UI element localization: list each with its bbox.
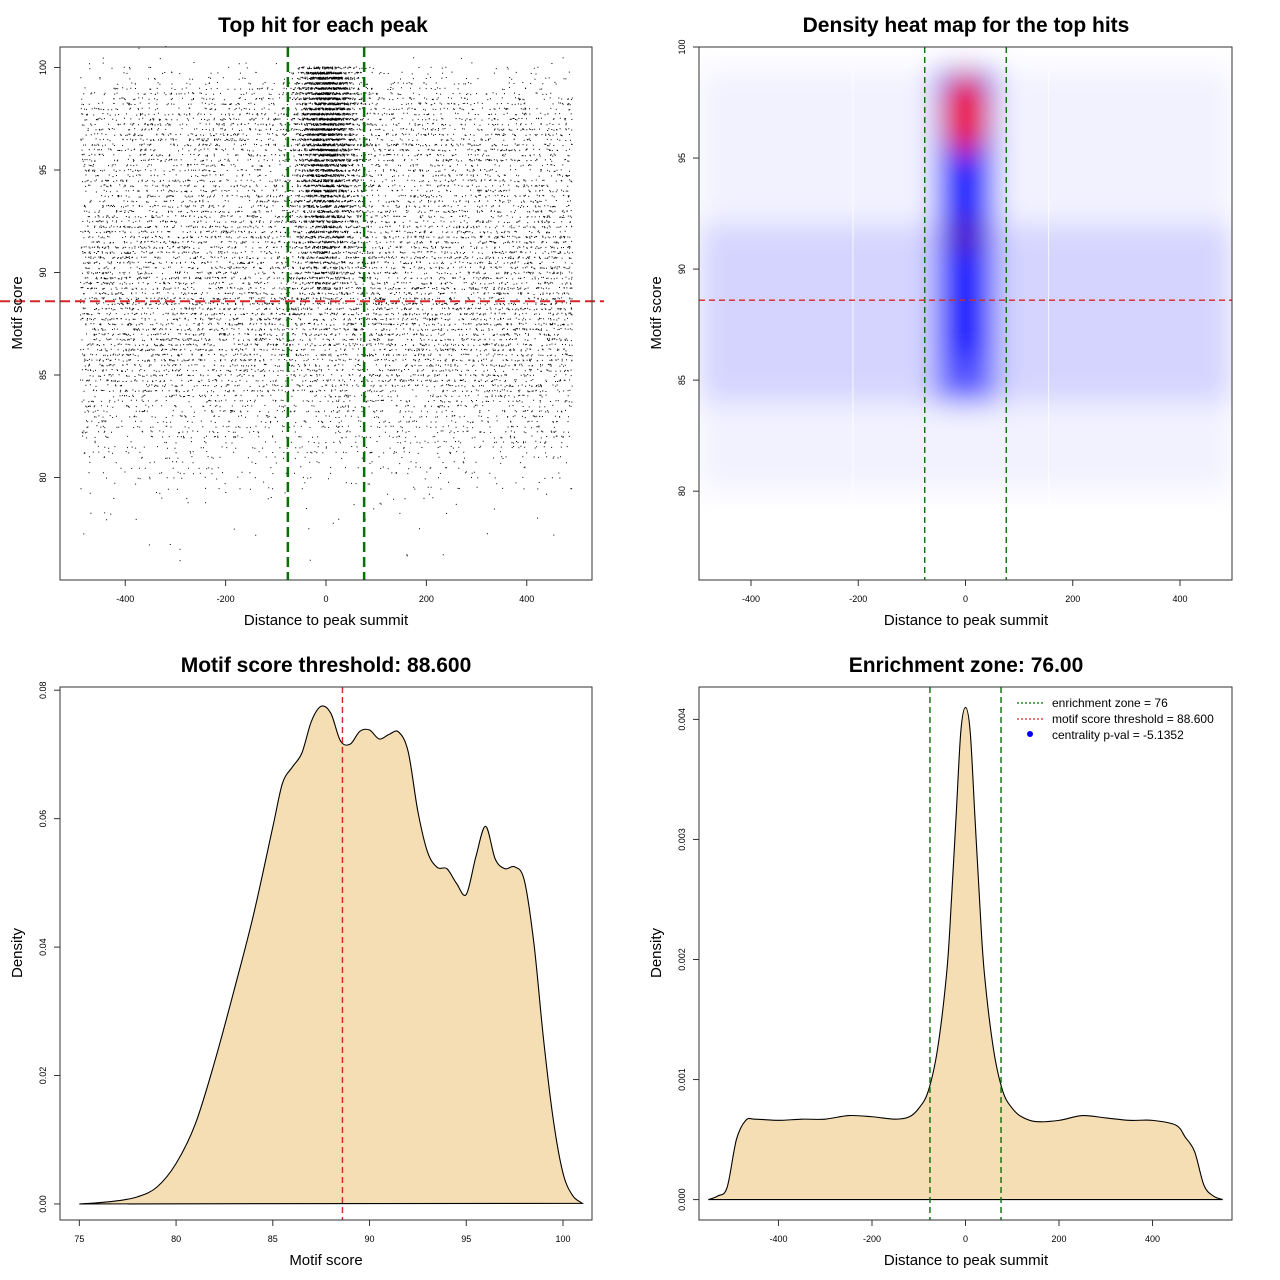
enrichment-xlabel: Distance to peak summit [884,1252,1049,1269]
y-tick-label: 100 [677,39,687,54]
y-tick-label: 0.000 [677,1188,687,1211]
x-tick-label: 100 [555,1234,570,1244]
y-tick-label: 95 [38,165,48,175]
heatmap-xlabel: Distance to peak summit [884,612,1049,629]
enrichment-y-axis: 0.000 0.001 0.002 0.003 0.004 [677,708,699,1211]
x-tick-label: -200 [217,594,235,604]
y-tick-label: 80 [38,472,48,482]
x-tick-label: -200 [863,1234,881,1244]
score-density-y-axis: 0.00 0.02 0.04 0.06 0.08 [38,681,60,1213]
enrichment-ylabel: Density [648,927,665,978]
heatmap-y-axis: 80 85 90 95 100 [677,39,699,496]
x-tick-label: 0 [323,594,328,604]
scatter-ylabel: Motif score [9,276,26,349]
x-tick-label: 200 [1051,1234,1066,1244]
y-tick-label: 85 [677,375,687,385]
y-tick-label: 90 [677,264,687,274]
enrichment-density-area [708,706,1223,1201]
x-tick-label: 0 [963,594,968,604]
score-density-title: Motif score threshold: 88.600 [181,654,472,677]
scatter-point-cloud [80,46,573,562]
x-tick-label: -400 [116,594,134,604]
scatter-x-axis: -400 -200 0 200 400 [116,580,534,604]
heatmap-title: Density heat map for the top hits [803,14,1130,37]
y-tick-label: 85 [38,370,48,380]
density-curve [708,706,1223,1201]
panel-heatmap: Density heat map for the top hits -400 -2… [648,14,1233,629]
scatter-title: Top hit for each peak [218,14,428,37]
x-tick-label: 400 [1145,1234,1160,1244]
panel-score-density: Motif score threshold: 88.600 75 80 85 90 95… [9,654,593,1269]
x-tick-label: -200 [849,594,867,604]
y-tick-label: 80 [677,486,687,496]
legend-pval-point [1027,731,1033,737]
y-tick-label: 0.02 [38,1067,48,1085]
x-tick-label: -400 [769,1234,787,1244]
score-density-area [79,705,584,1205]
enrichment-zone-lines [929,687,1002,1220]
heatmap-x-axis: -400 -200 0 200 400 [742,580,1188,604]
y-tick-label: 0.00 [38,1195,48,1213]
panel-scatter: Top hit for each peak -400 -200 0 200 400 80… [0,14,604,629]
scatter-points [80,46,573,562]
y-tick-label: 0.003 [677,828,687,851]
scatter-y-axis: 80 85 90 95 100 [38,60,60,483]
y-tick-label: 0.06 [38,810,48,828]
x-tick-label: 200 [419,594,434,604]
y-tick-label: 90 [38,267,48,277]
heatmap-hotspot-secondary [949,219,982,252]
legend-pval-label: centrality p-val = -5.1352 [1052,728,1184,742]
x-tick-label: 400 [1172,594,1187,604]
y-tick-label: 0.004 [677,708,687,731]
legend-threshold-label: motif score threshold = 88.600 [1052,712,1214,726]
density-curve [79,705,584,1205]
enrichment-x-axis: -400 -200 0 200 400 [769,1220,1160,1244]
x-tick-label: 90 [365,1234,375,1244]
scatter-reference-lines [0,47,604,580]
heatmap-hotspot-peak [943,71,988,156]
heatmap-ylabel: Motif score [648,276,665,349]
heatmap-area [699,47,1232,580]
y-tick-label: 0.04 [38,938,48,956]
legend-zone-label: enrichment zone = 76 [1052,696,1168,710]
x-tick-label: 400 [519,594,534,604]
x-tick-label: 75 [74,1234,84,1244]
enrichment-title: Enrichment zone: 76.00 [849,654,1084,677]
y-tick-label: 0.001 [677,1068,687,1091]
x-tick-label: 95 [461,1234,471,1244]
heatmap-reference-lines [699,47,1232,580]
x-tick-label: -400 [742,594,760,604]
y-tick-label: 0.002 [677,948,687,971]
score-density-ylabel: Density [9,927,26,978]
x-tick-label: 200 [1065,594,1080,604]
panel-enrichment-density: Enrichment zone: 76.00 -400 -200 0 200 400 0… [648,654,1233,1269]
heatmap-density [699,47,1232,580]
enrichment-legend: enrichment zone = 76 motif score thresho… [1017,696,1214,742]
x-tick-label: 0 [963,1234,968,1244]
scatter-frame [59,46,593,581]
score-density-xlabel: Motif score [289,1252,362,1269]
x-tick-label: 80 [171,1234,181,1244]
y-tick-label: 0.08 [38,681,48,699]
scatter-xlabel: Distance to peak summit [244,612,409,629]
score-density-frame [59,686,593,1221]
score-density-x-axis: 75 80 85 90 95 100 [74,1220,570,1244]
y-tick-label: 100 [38,60,48,75]
y-tick-label: 95 [677,153,687,163]
x-tick-label: 85 [268,1234,278,1244]
